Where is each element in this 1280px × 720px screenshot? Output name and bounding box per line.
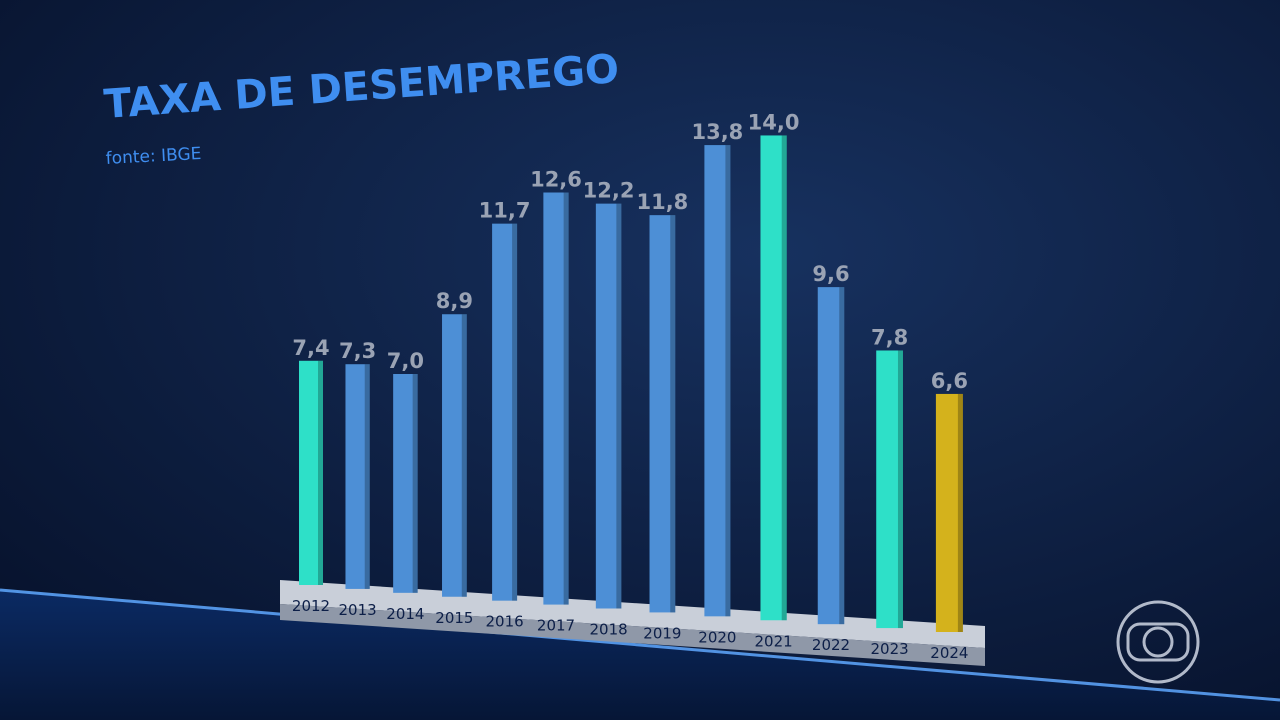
bar-front	[649, 215, 676, 613]
bar	[442, 314, 467, 597]
value-label: 7,8	[871, 325, 908, 349]
value-label: 9,6	[812, 262, 849, 286]
bar	[299, 360, 323, 585]
value-label: 11,8	[636, 190, 688, 214]
channel-logo	[1116, 600, 1200, 684]
bar-side	[364, 364, 370, 589]
x-tick-label: 2019	[643, 624, 681, 642]
bar-side	[781, 135, 787, 621]
value-label: 8,9	[436, 289, 473, 313]
bar-side	[839, 287, 845, 625]
bar-front	[935, 393, 963, 632]
base-top	[280, 580, 985, 648]
bar	[876, 350, 903, 629]
x-tick-label: 2020	[698, 628, 736, 646]
bar-side	[412, 374, 418, 593]
x-tick-label: 2022	[812, 636, 850, 654]
bar	[543, 192, 569, 605]
bar-side	[957, 393, 963, 632]
x-tick-label: 2016	[486, 613, 524, 631]
x-tick-label: 2013	[339, 601, 377, 619]
bar	[817, 287, 845, 625]
bar	[345, 364, 370, 589]
value-label: 11,7	[479, 199, 531, 223]
bar	[492, 223, 518, 601]
bar-front	[543, 192, 569, 605]
value-label: 7,3	[339, 339, 376, 363]
bar-side	[512, 223, 518, 601]
value-label: 14,0	[748, 110, 800, 134]
x-tick-label: 2014	[386, 605, 424, 623]
bar	[760, 135, 787, 621]
bar	[595, 203, 622, 609]
bar-front	[817, 287, 845, 625]
bar-side	[563, 192, 569, 605]
value-label: 12,2	[583, 179, 635, 203]
bar	[649, 215, 676, 613]
value-label: 13,8	[691, 120, 743, 144]
value-label: 12,6	[530, 168, 582, 192]
value-label: 7,4	[292, 336, 329, 360]
bar-front	[442, 314, 467, 597]
x-tick-label: 2024	[930, 644, 968, 662]
bar-front	[876, 350, 903, 629]
bar-front	[595, 203, 622, 609]
bar-front	[393, 374, 418, 593]
bar-front	[492, 223, 518, 601]
bar-front	[345, 364, 370, 589]
x-tick-label: 2021	[755, 632, 793, 650]
x-tick-label: 2017	[537, 617, 575, 635]
x-tick-label: 2012	[292, 597, 330, 615]
bar	[935, 393, 963, 632]
bar-side	[318, 360, 323, 585]
value-label: 6,6	[931, 369, 968, 393]
bar	[704, 145, 731, 617]
base-front	[280, 604, 985, 666]
bar-side	[616, 203, 622, 609]
x-tick-label: 2018	[590, 621, 628, 639]
value-label: 7,0	[387, 349, 424, 373]
bar-side	[725, 145, 731, 617]
x-tick-label: 2015	[435, 609, 473, 627]
x-tick-label: 2023	[871, 640, 909, 658]
bar	[393, 374, 418, 593]
horizon-line	[0, 588, 1280, 702]
bar-front	[299, 360, 323, 585]
bar-side	[670, 215, 676, 613]
bar-front	[704, 145, 731, 617]
bar-front	[760, 135, 787, 621]
bar-side	[461, 314, 467, 597]
bar-side	[897, 350, 903, 629]
